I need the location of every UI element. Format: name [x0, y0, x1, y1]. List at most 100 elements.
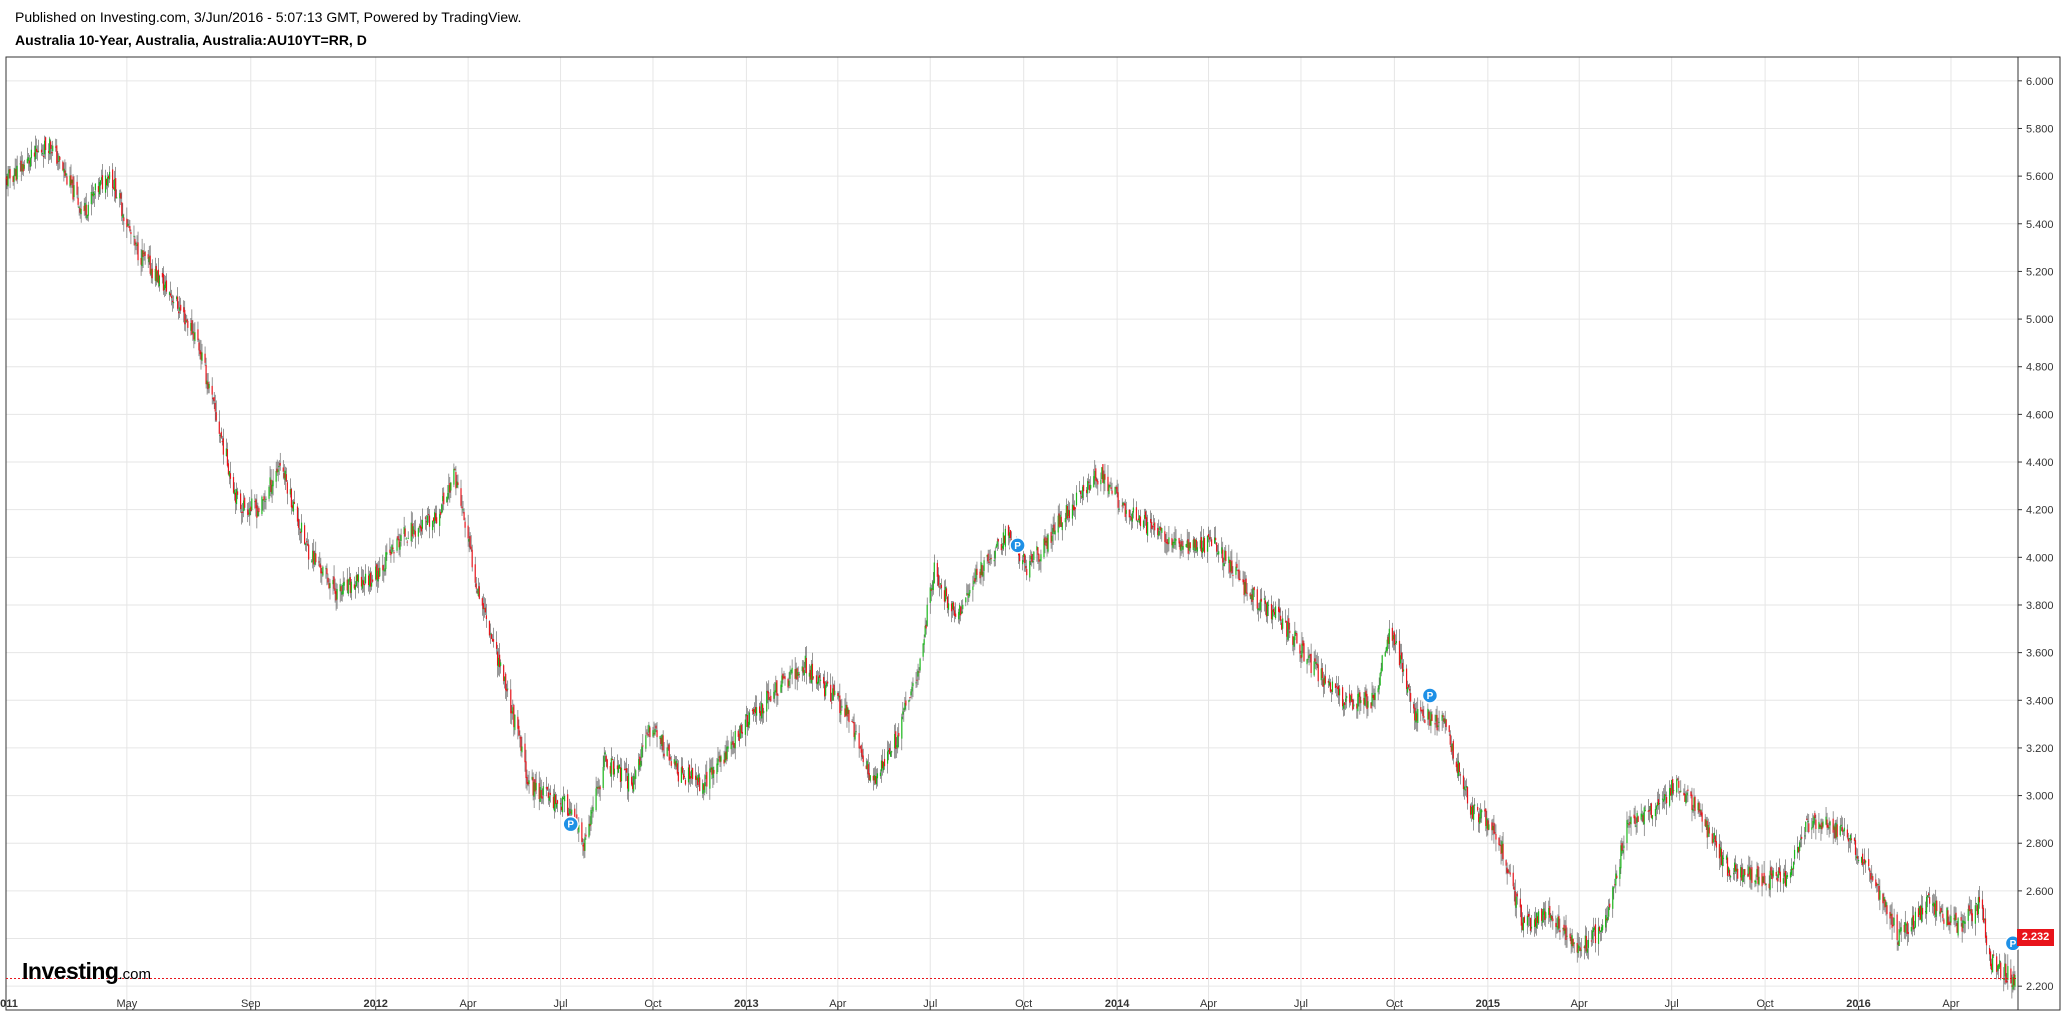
- candle-body: [578, 824, 580, 833]
- candle-body: [1201, 547, 1204, 554]
- candle-body: [158, 275, 160, 287]
- candle-body: [285, 474, 287, 482]
- candle-body: [1287, 621, 1289, 640]
- candle-body: [626, 775, 629, 789]
- candle-body: [881, 760, 884, 769]
- candle-body: [1360, 700, 1362, 703]
- candle-body: [1705, 819, 1707, 828]
- candle-body: [212, 397, 214, 400]
- candle-body: [1320, 668, 1322, 681]
- candle-body: [151, 268, 153, 279]
- candle-body: [1345, 698, 1347, 702]
- candle-body: [1953, 918, 1955, 920]
- candle-body: [683, 776, 686, 778]
- candle-body: [682, 773, 685, 780]
- candle-body: [1523, 917, 1525, 923]
- candle-body: [1714, 835, 1716, 843]
- candle-body: [220, 431, 222, 438]
- candle-body: [1779, 871, 1781, 883]
- candle-body: [1242, 579, 1244, 583]
- candle-body: [1591, 930, 1594, 940]
- candle-body: [154, 268, 156, 281]
- candle-body: [953, 602, 955, 611]
- candle-body: [681, 766, 684, 773]
- candle-body: [19, 163, 21, 165]
- candle-body: [1359, 692, 1361, 704]
- candle-body: [348, 578, 350, 582]
- candle-body: [1900, 927, 1902, 932]
- candle-body: [1822, 821, 1824, 827]
- candle-body: [1791, 868, 1794, 870]
- candle-body: [669, 757, 671, 760]
- candle-body: [1700, 810, 1702, 816]
- candle-body: [1121, 505, 1123, 507]
- candle-body: [371, 582, 373, 587]
- candle-body: [1090, 484, 1092, 489]
- candle-body: [142, 250, 144, 258]
- candle-body: [446, 496, 448, 503]
- candle-body: [1789, 872, 1792, 878]
- y-tick-label: 3.400: [2026, 695, 2054, 707]
- candle-body: [12, 176, 14, 182]
- candle-body: [624, 768, 627, 770]
- candle-body: [1136, 520, 1139, 522]
- candle-body: [1316, 663, 1318, 666]
- investing-logo[interactable]: Investing.com: [22, 958, 151, 985]
- candle-body: [449, 483, 451, 493]
- candle-body: [1671, 779, 1673, 796]
- candle-body: [1680, 790, 1682, 792]
- candle-body: [276, 468, 278, 473]
- candle-body: [1250, 594, 1252, 599]
- candle-body: [283, 473, 285, 478]
- candle-body: [1566, 935, 1568, 937]
- candle-body: [1300, 655, 1302, 659]
- candle-body: [393, 552, 395, 554]
- candle-body: [232, 477, 235, 493]
- candle-body: [1157, 527, 1159, 536]
- candle-body: [1302, 640, 1304, 646]
- candle-body: [63, 168, 65, 173]
- p-marker-icon: [562, 815, 579, 833]
- candle-body: [504, 676, 506, 682]
- candle-body: [1110, 487, 1112, 490]
- candle-body: [489, 633, 492, 635]
- candle-body: [1904, 922, 1906, 933]
- candle-body: [711, 767, 713, 775]
- candle-body: [1464, 789, 1467, 791]
- candle-body: [383, 570, 385, 572]
- candle-body: [149, 255, 151, 274]
- candle-body: [1857, 860, 1860, 862]
- candle-body: [2000, 962, 2002, 979]
- p-markers: P P P P: [562, 537, 2022, 952]
- candle-body: [716, 763, 718, 775]
- candle-body: [275, 471, 277, 482]
- candle-body: [1022, 560, 1024, 565]
- candle-body: [553, 793, 556, 812]
- logo-main: Investing: [22, 958, 119, 984]
- candle-body: [1623, 845, 1625, 849]
- candle-body: [9, 169, 11, 179]
- candle-body: [349, 577, 351, 594]
- candle-body: [1679, 791, 1681, 793]
- published-info: Published on Investing.com, 3/Jun/2016 -…: [15, 9, 522, 25]
- candle-body: [520, 736, 522, 751]
- candle-body: [955, 613, 957, 617]
- candle-body: [179, 307, 181, 311]
- candle-body: [606, 759, 608, 768]
- candle-body: [1071, 504, 1074, 519]
- candle-body: [1884, 899, 1886, 908]
- candle-body: [136, 244, 138, 247]
- x-tick-label: Apr: [829, 998, 846, 1010]
- candle-body: [1643, 807, 1645, 825]
- candle-body: [690, 770, 693, 778]
- candle-body: [720, 756, 722, 762]
- candle-body: [561, 796, 564, 813]
- candle-body: [1400, 652, 1403, 660]
- candle-body: [1322, 679, 1324, 687]
- candle-body: [596, 786, 598, 789]
- candle-body: [1324, 676, 1326, 684]
- candle-body: [441, 504, 443, 514]
- candle-body: [726, 746, 728, 760]
- candle-body: [655, 725, 657, 729]
